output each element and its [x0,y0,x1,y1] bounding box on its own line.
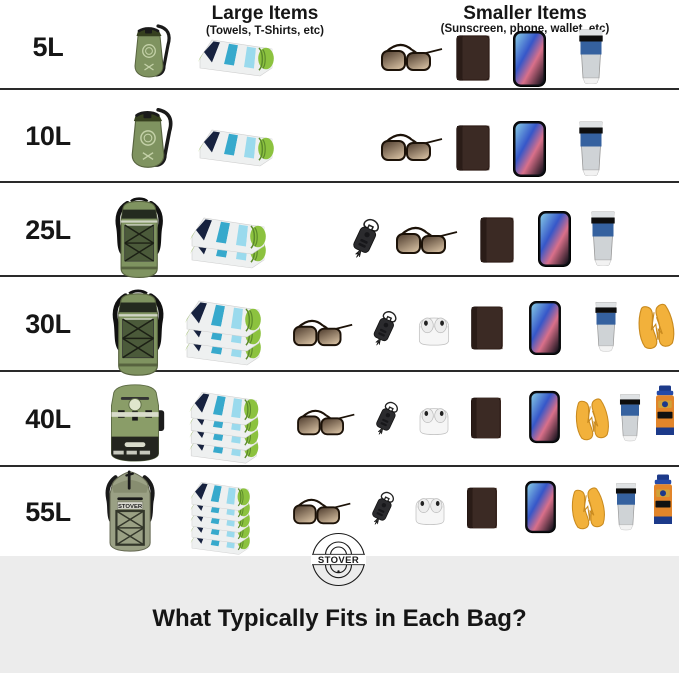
svg-text:STOVER: STOVER [318,555,359,566]
svg-text:STOVER: STOVER [118,504,143,510]
